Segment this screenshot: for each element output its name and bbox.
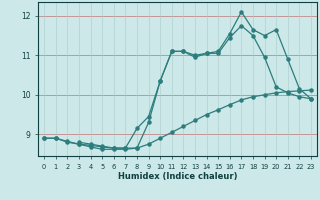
X-axis label: Humidex (Indice chaleur): Humidex (Indice chaleur) <box>118 172 237 181</box>
